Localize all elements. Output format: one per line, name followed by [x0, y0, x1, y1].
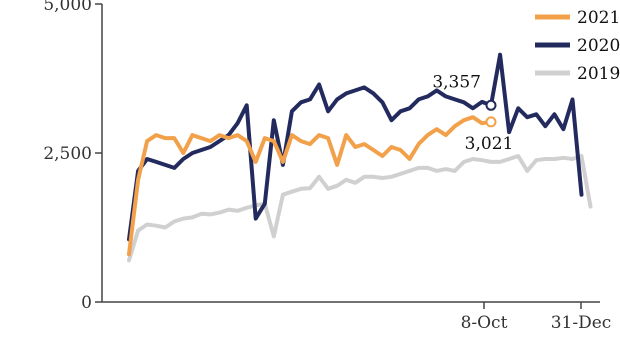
y-tick-label-0: 0: [81, 293, 92, 313]
y-tick-label-2500: 2,500: [43, 144, 92, 164]
x-tick-label-8-oct: 8-Oct: [461, 313, 508, 333]
annotation-marker-2020: [485, 99, 497, 111]
legend-item-2020: 2020: [535, 36, 620, 56]
series-line-2019: [127, 154, 593, 263]
series-line-2021: [127, 115, 493, 257]
y-tick: 2,500: [43, 144, 102, 164]
legend: 2021 2020 2019: [535, 8, 620, 84]
y-tick-label-5000: 5,000: [43, 0, 92, 15]
x-tick: 8-Oct: [461, 302, 508, 333]
x-tick-label-31-dec: 31-Dec: [551, 313, 612, 333]
legend-label-2020: 2020: [577, 36, 620, 56]
annotation-label-2021: 3,021: [465, 134, 514, 154]
series-line-2020: [127, 52, 584, 242]
x-tick: 31-Dec: [551, 302, 612, 333]
annotation-marker-2021: [485, 116, 497, 128]
y-tick: 0: [81, 293, 102, 313]
y-tick: 5,000: [43, 0, 102, 15]
legend-label-2021: 2021: [577, 8, 620, 28]
legend-item-2019: 2019: [535, 64, 620, 84]
legend-label-2019: 2019: [577, 64, 620, 84]
annotation-label-2020: 3,357: [432, 72, 481, 92]
legend-item-2021: 2021: [535, 8, 620, 28]
